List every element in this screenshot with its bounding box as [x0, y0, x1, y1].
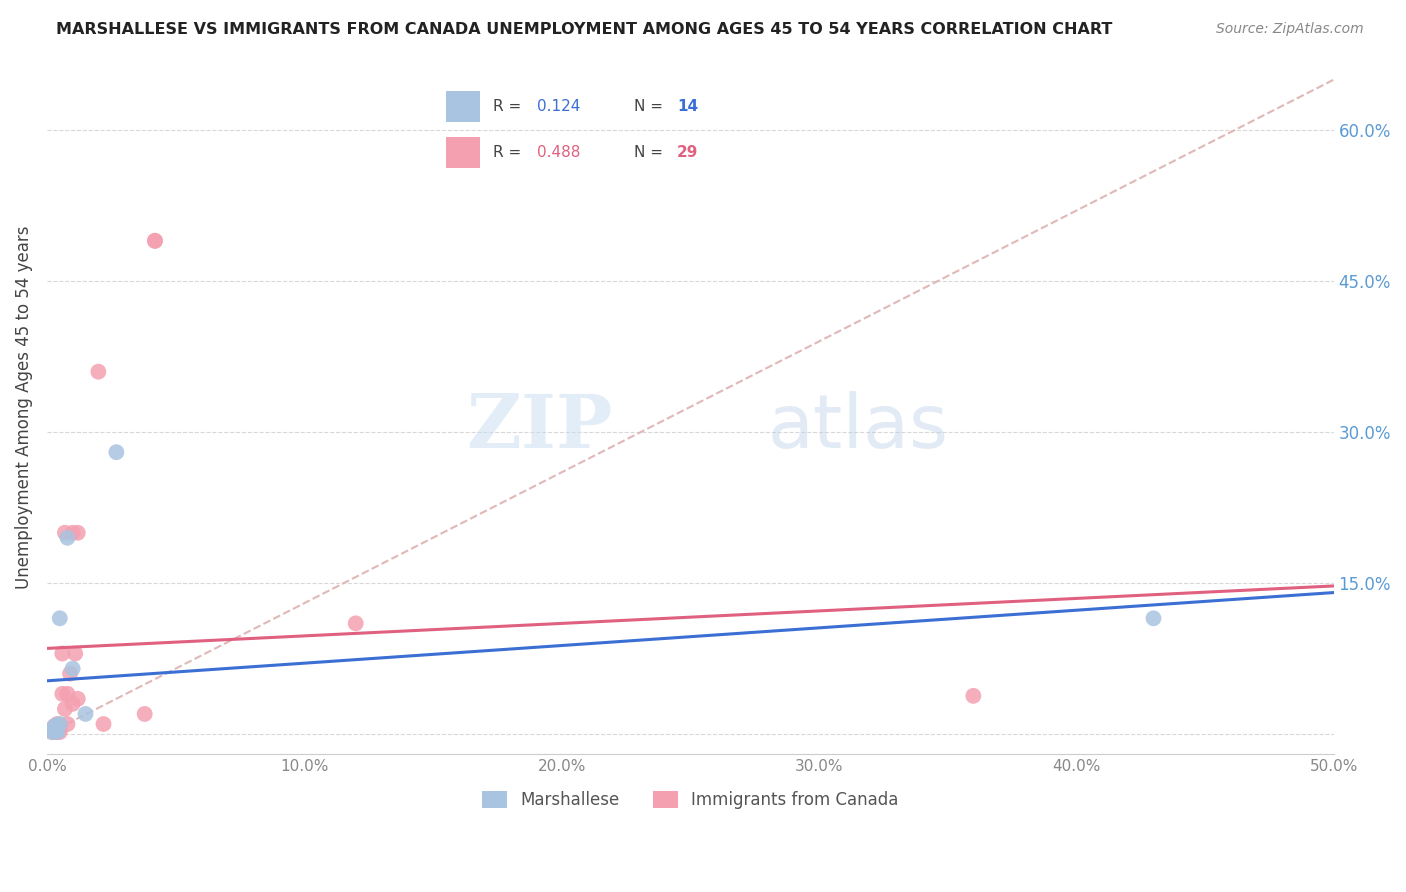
- Text: MARSHALLESE VS IMMIGRANTS FROM CANADA UNEMPLOYMENT AMONG AGES 45 TO 54 YEARS COR: MARSHALLESE VS IMMIGRANTS FROM CANADA UN…: [56, 22, 1112, 37]
- Point: [93, 717, 115, 731]
- Point: [49, 719, 72, 733]
- Point: [44, 723, 66, 737]
- Point: [41, 725, 63, 739]
- Point: [44, 723, 66, 737]
- Point: [66, 691, 89, 706]
- Point: [46, 719, 69, 733]
- Point: [49, 611, 72, 625]
- Point: [49, 722, 72, 736]
- Point: [62, 697, 84, 711]
- Point: [51, 687, 73, 701]
- Point: [53, 525, 76, 540]
- Y-axis label: Unemployment Among Ages 45 to 54 years: Unemployment Among Ages 45 to 54 years: [15, 225, 32, 589]
- Point: [46, 725, 69, 739]
- Point: [41, 725, 63, 739]
- Text: atlas: atlas: [768, 392, 949, 464]
- Point: [51, 647, 73, 661]
- Point: [143, 234, 166, 248]
- Point: [41, 723, 63, 737]
- Point: [49, 725, 72, 739]
- Point: [41, 722, 63, 736]
- Point: [75, 706, 97, 721]
- Point: [46, 723, 69, 737]
- Point: [44, 725, 66, 739]
- Point: [44, 719, 66, 733]
- Point: [49, 717, 72, 731]
- Point: [87, 365, 110, 379]
- Point: [962, 689, 984, 703]
- Point: [344, 616, 367, 631]
- Point: [46, 717, 69, 731]
- Point: [56, 717, 79, 731]
- Point: [44, 719, 66, 733]
- Text: Source: ZipAtlas.com: Source: ZipAtlas.com: [1216, 22, 1364, 37]
- Point: [46, 725, 69, 739]
- Point: [59, 666, 82, 681]
- Point: [62, 525, 84, 540]
- Point: [105, 445, 128, 459]
- Point: [134, 706, 156, 721]
- Point: [56, 687, 79, 701]
- Legend: Marshallese, Immigrants from Canada: Marshallese, Immigrants from Canada: [475, 784, 905, 815]
- Text: ZIP: ZIP: [467, 392, 613, 464]
- Point: [62, 662, 84, 676]
- Point: [1142, 611, 1164, 625]
- Point: [53, 702, 76, 716]
- Point: [66, 525, 89, 540]
- Point: [63, 647, 86, 661]
- Point: [143, 234, 166, 248]
- Point: [56, 531, 79, 545]
